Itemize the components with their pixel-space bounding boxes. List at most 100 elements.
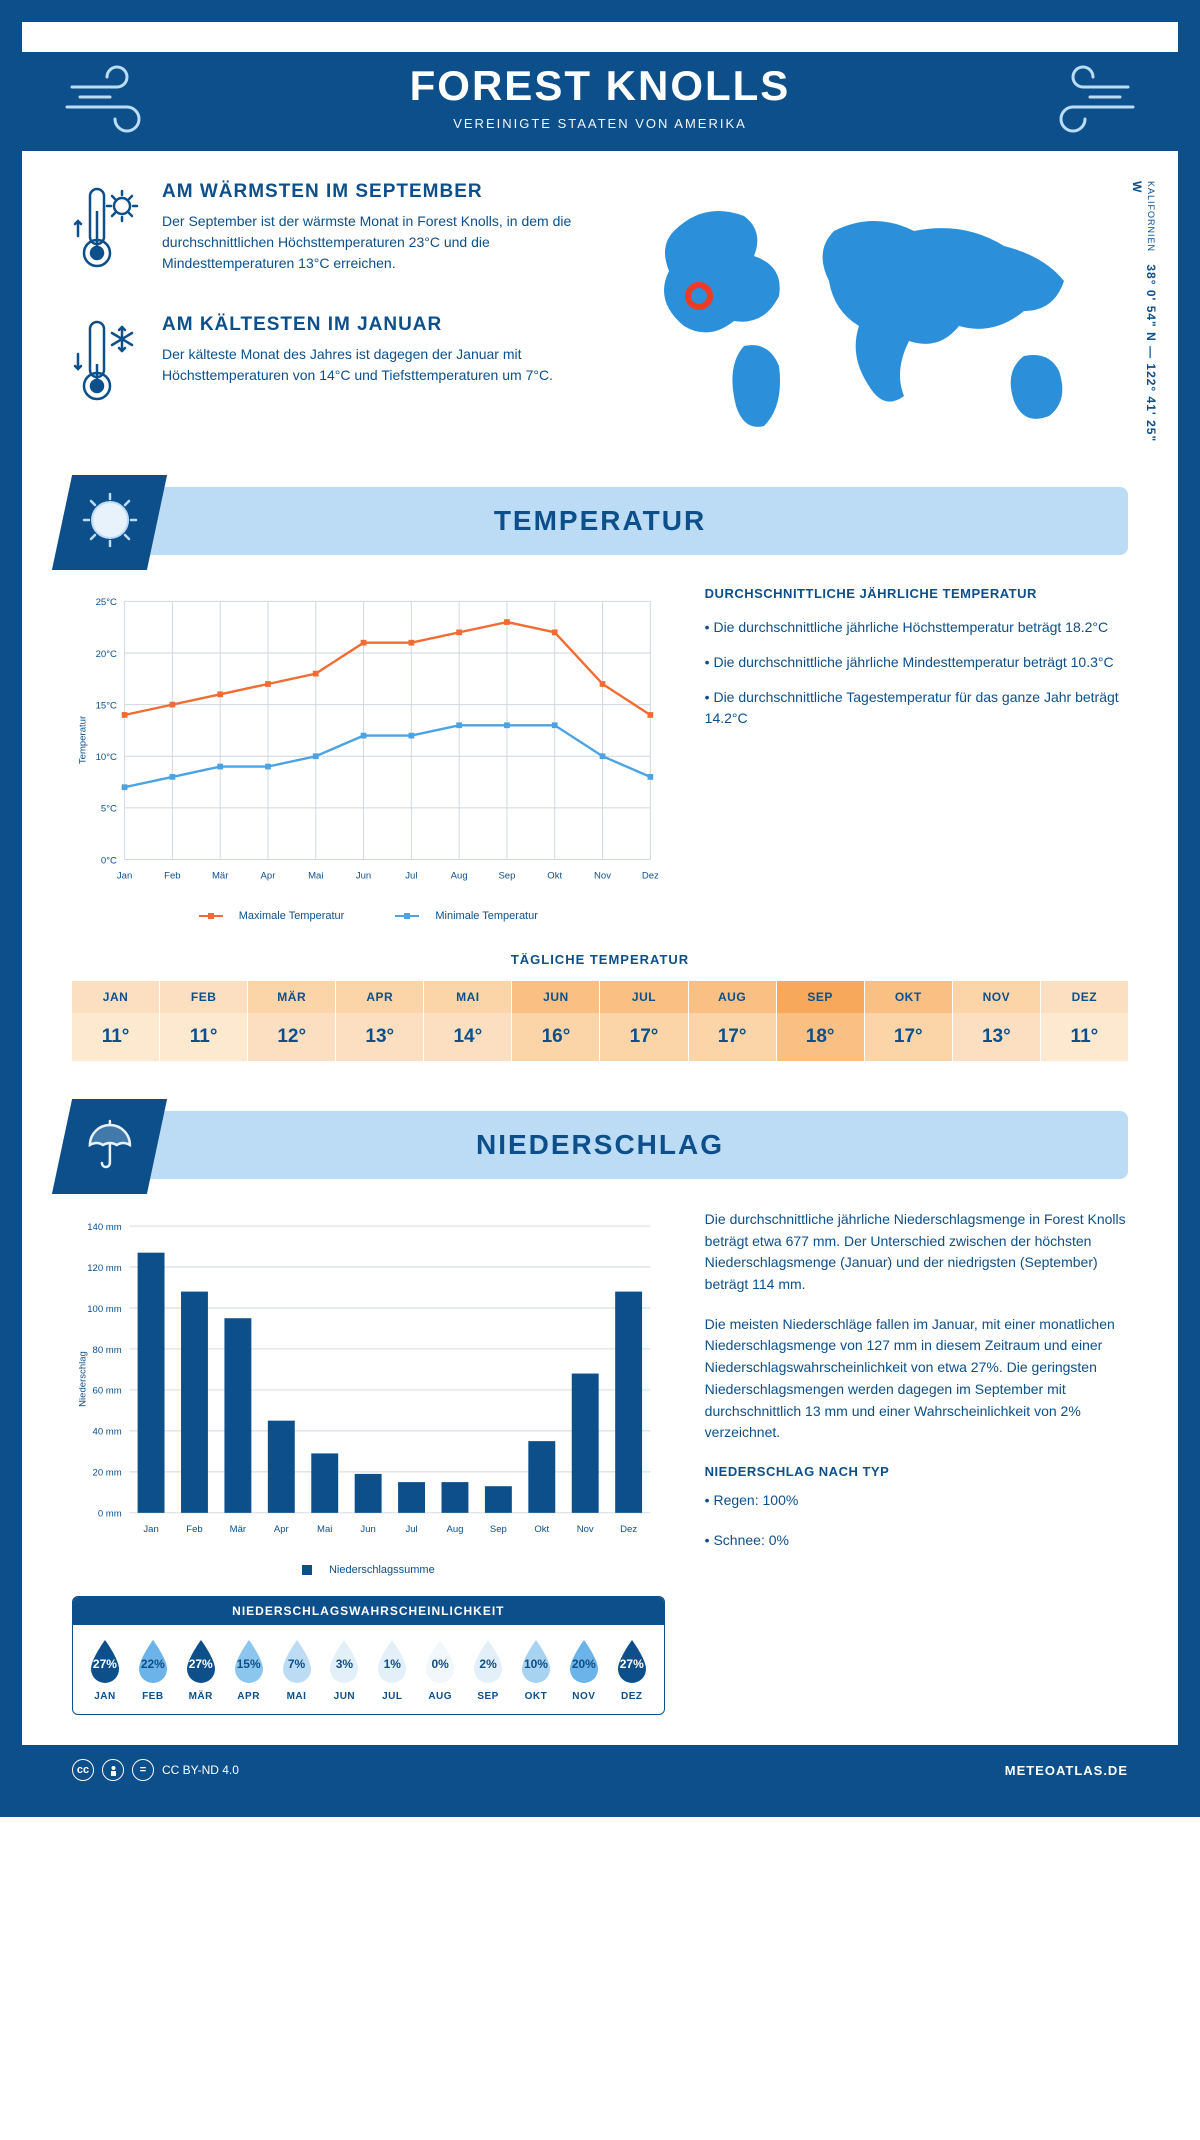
sun-icon xyxy=(80,490,140,550)
svg-text:Jun: Jun xyxy=(360,1524,375,1535)
avg-temp-bullet: • Die durchschnittliche jährliche Mindes… xyxy=(705,652,1128,673)
prob-cell: 3%JUN xyxy=(320,1637,368,1702)
svg-text:Sep: Sep xyxy=(490,1524,507,1535)
svg-text:25°C: 25°C xyxy=(96,597,117,608)
coldest-body: Der kälteste Monat des Jahres ist dagege… xyxy=(162,344,580,386)
warmest-title: AM WÄRMSTEN IM SEPTEMBER xyxy=(162,181,580,203)
prob-cell: 20%NOV xyxy=(560,1637,608,1702)
daily-cell: AUG17° xyxy=(689,981,776,1061)
warmest-body: Der September ist der wärmste Monat in F… xyxy=(162,211,580,274)
avg-temp-bullet: • Die durchschnittliche jährliche Höchst… xyxy=(705,617,1128,638)
precip-banner: NIEDERSCHLAG xyxy=(72,1111,1128,1179)
svg-text:10°C: 10°C xyxy=(96,752,117,763)
footer: cc = CC BY-ND 4.0 METEOATLAS.DE xyxy=(22,1745,1178,1795)
precip-type-bullet: • Regen: 100% xyxy=(705,1490,1128,1512)
svg-text:20 mm: 20 mm xyxy=(93,1468,122,1479)
svg-text:Jul: Jul xyxy=(405,871,417,882)
license-text: CC BY-ND 4.0 xyxy=(162,1763,239,1777)
prob-cell: 27%JAN xyxy=(81,1637,129,1702)
svg-text:100 mm: 100 mm xyxy=(87,1304,122,1315)
prob-cell: 0%AUG xyxy=(416,1637,464,1702)
svg-text:60 mm: 60 mm xyxy=(93,1386,122,1397)
svg-text:Jul: Jul xyxy=(405,1524,417,1535)
svg-text:Feb: Feb xyxy=(164,871,180,882)
precip-text: Die durchschnittliche jährliche Niedersc… xyxy=(705,1209,1128,1296)
prob-cell: 15%APR xyxy=(225,1637,273,1702)
svg-text:Okt: Okt xyxy=(547,871,562,882)
svg-text:Jan: Jan xyxy=(117,871,132,882)
daily-cell: JUN16° xyxy=(512,981,599,1061)
avg-temp-title: DURCHSCHNITTLICHE JÄHRLICHE TEMPERATUR xyxy=(705,585,1128,603)
svg-text:Aug: Aug xyxy=(451,871,468,882)
brand-text: METEOATLAS.DE xyxy=(1005,1763,1128,1778)
precip-bar-chart: 0 mm 20 mm 40 mm 60 mm 80 mm 100 mm 120 mm 140 … xyxy=(72,1209,665,1549)
header: FOREST KNOLLS VEREINIGTE STAATEN VON AME… xyxy=(22,52,1178,151)
daily-cell: SEP18° xyxy=(777,981,864,1061)
precip-text: Die meisten Niederschläge fallen im Janu… xyxy=(705,1314,1128,1444)
daily-cell: JAN11° xyxy=(72,981,159,1061)
prob-cell: 27%DEZ xyxy=(608,1637,656,1702)
daily-cell: DEZ11° xyxy=(1041,981,1128,1061)
prob-cell: 1%JUL xyxy=(368,1637,416,1702)
thermometer-sun-icon xyxy=(72,181,142,281)
precip-type-title: NIEDERSCHLAG NACH TYP xyxy=(705,1462,1128,1482)
daily-cell: APR13° xyxy=(336,981,423,1061)
avg-temp-bullet: • Die durchschnittliche Tagestemperatur … xyxy=(705,687,1128,729)
daily-cell: JUL17° xyxy=(600,981,687,1061)
warmest-block: AM WÄRMSTEN IM SEPTEMBER Der September i… xyxy=(72,181,580,286)
prob-cell: 2%SEP xyxy=(464,1637,512,1702)
svg-text:120 mm: 120 mm xyxy=(87,1263,122,1274)
svg-text:Jan: Jan xyxy=(143,1524,158,1535)
daily-cell: MÄR12° xyxy=(248,981,335,1061)
daily-cell: MAI14° xyxy=(424,981,511,1061)
thermometer-snow-icon xyxy=(72,314,142,414)
daily-temp-title: TÄGLICHE TEMPERATUR xyxy=(72,952,1128,967)
svg-text:5°C: 5°C xyxy=(101,804,117,815)
coldest-block: AM KÄLTESTEN IM JANUAR Der kälteste Mona… xyxy=(72,314,580,419)
by-icon xyxy=(102,1759,124,1781)
svg-text:Dez: Dez xyxy=(642,871,659,882)
svg-text:Dez: Dez xyxy=(620,1524,637,1535)
temperature-line-chart: 0°C5°C10°C15°C20°C25°CJanFebMärAprMaiJun… xyxy=(72,585,665,895)
svg-text:Jun: Jun xyxy=(356,871,371,882)
svg-text:15°C: 15°C xyxy=(96,700,117,711)
world-map-icon xyxy=(620,181,1128,441)
svg-text:Sep: Sep xyxy=(498,871,515,882)
svg-text:Okt: Okt xyxy=(534,1524,549,1535)
svg-text:40 mm: 40 mm xyxy=(93,1427,122,1438)
umbrella-icon xyxy=(82,1117,137,1172)
page-title: FOREST KNOLLS xyxy=(72,62,1128,110)
coldest-title: AM KÄLTESTEN IM JANUAR xyxy=(162,314,580,336)
daily-cell: NOV13° xyxy=(953,981,1040,1061)
cc-icon: cc xyxy=(72,1759,94,1781)
svg-text:Mär: Mär xyxy=(230,1524,247,1535)
daily-cell: FEB11° xyxy=(160,981,247,1061)
nd-icon: = xyxy=(132,1759,154,1781)
temperature-banner: TEMPERATUR xyxy=(72,487,1128,555)
svg-text:Nov: Nov xyxy=(577,1524,594,1535)
svg-text:80 mm: 80 mm xyxy=(93,1345,122,1356)
svg-text:Mai: Mai xyxy=(317,1524,332,1535)
svg-text:0 mm: 0 mm xyxy=(98,1509,122,1520)
svg-text:140 mm: 140 mm xyxy=(87,1222,122,1233)
precip-type-bullet: • Schnee: 0% xyxy=(705,1530,1128,1552)
svg-text:Niederschlag: Niederschlag xyxy=(77,1351,88,1407)
coordinates: KALIFORNIEN 38° 0' 54" N — 122° 41' 25" … xyxy=(1130,181,1158,447)
svg-text:Mär: Mär xyxy=(212,871,229,882)
svg-text:Apr: Apr xyxy=(261,871,277,882)
temperature-legend: Maximale Temperatur Minimale Temperatur xyxy=(72,910,665,922)
prob-cell: 27%MÄR xyxy=(177,1637,225,1702)
svg-text:20°C: 20°C xyxy=(96,649,117,660)
daily-temp-strip: JAN11°FEB11°MÄR12°APR13°MAI14°JUN16°JUL1… xyxy=(72,981,1128,1061)
svg-text:Mai: Mai xyxy=(308,871,323,882)
precip-prob-box: NIEDERSCHLAGSWAHRSCHEINLICHKEIT 27%JAN22… xyxy=(72,1596,665,1715)
svg-text:Aug: Aug xyxy=(446,1524,463,1535)
prob-cell: 22%FEB xyxy=(129,1637,177,1702)
svg-text:Nov: Nov xyxy=(594,871,611,882)
daily-cell: OKT17° xyxy=(865,981,952,1061)
precip-legend: Niederschlagssumme xyxy=(72,1564,665,1576)
svg-text:Feb: Feb xyxy=(186,1524,202,1535)
svg-text:Apr: Apr xyxy=(274,1524,290,1535)
page-subtitle: VEREINIGTE STAATEN VON AMERIKA xyxy=(72,116,1128,131)
svg-text:Temperatur: Temperatur xyxy=(77,715,88,764)
